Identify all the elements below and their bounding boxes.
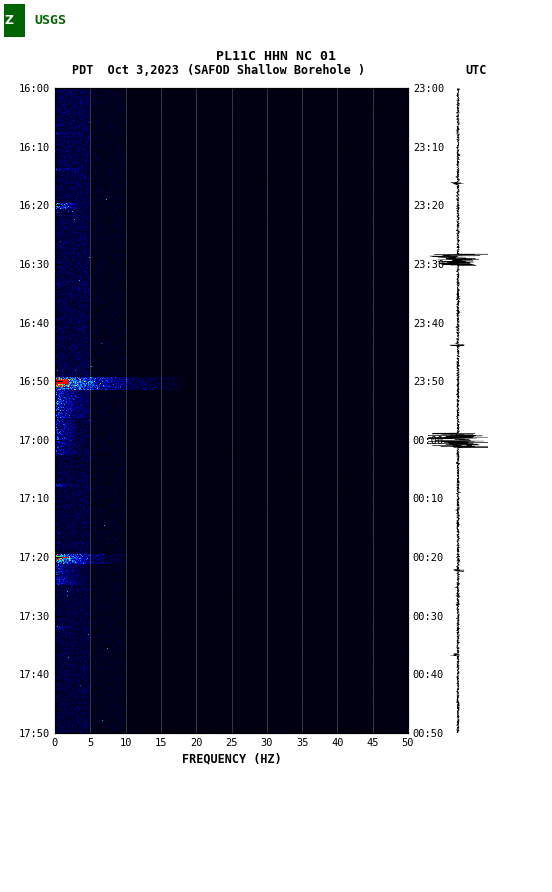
X-axis label: FREQUENCY (HZ): FREQUENCY (HZ)	[182, 752, 282, 765]
Text: UTC: UTC	[466, 64, 487, 77]
Text: PDT  Oct 3,2023: PDT Oct 3,2023	[72, 64, 179, 77]
Text: USGS: USGS	[34, 14, 66, 27]
FancyBboxPatch shape	[4, 4, 24, 37]
Text: (SAFOD Shallow Borehole ): (SAFOD Shallow Borehole )	[187, 64, 365, 77]
Text: Z: Z	[5, 14, 14, 27]
Text: PL11C HHN NC 01: PL11C HHN NC 01	[216, 50, 336, 62]
